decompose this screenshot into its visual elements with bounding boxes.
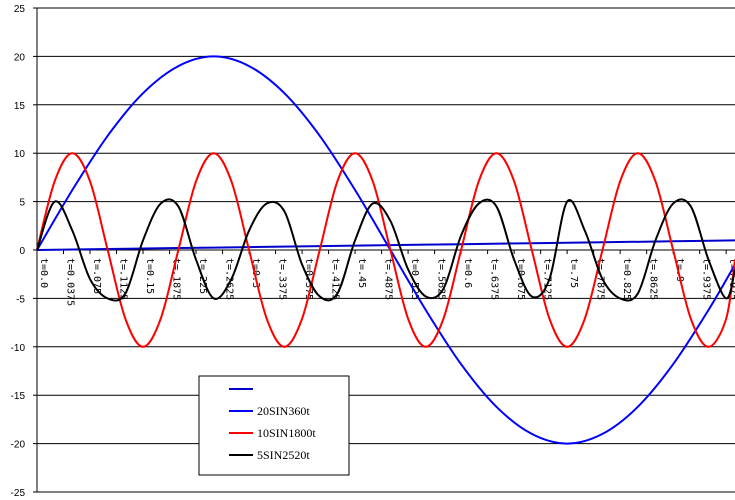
x-tick-label: t=.75 bbox=[568, 258, 579, 288]
series-line-3 bbox=[36, 198, 735, 302]
y-tick-label: 10 bbox=[14, 149, 26, 160]
x-tick-label: t=.1125 bbox=[118, 258, 129, 300]
y-tick-label: 25 bbox=[14, 4, 26, 15]
x-tick-label: t=.7875 bbox=[595, 258, 606, 300]
x-tick-label: t=.5625 bbox=[436, 258, 447, 300]
x-tick-label: t=.45 bbox=[356, 258, 367, 288]
x-tick-label: t=0.0 bbox=[38, 258, 49, 288]
y-tick-label: -5 bbox=[16, 294, 25, 305]
x-tick-label: t=0.6 bbox=[462, 258, 473, 288]
y-tick-label: -20 bbox=[11, 440, 26, 451]
x-axis: t=0.0 t=0.0375 t=.075 t=.1125 t=0.15 t=.1875 t… bbox=[36, 249, 735, 306]
x-tick-label: t=.9 bbox=[674, 258, 685, 282]
x-tick-label: t=0.525 bbox=[409, 258, 420, 300]
legend-label: 10SIN1800t bbox=[257, 426, 316, 440]
x-tick-label: t=0.975 bbox=[727, 258, 735, 300]
series-line-0 bbox=[36, 239, 735, 251]
x-tick-label: t=.4875 bbox=[383, 258, 394, 300]
series-lines bbox=[36, 55, 735, 445]
x-tick-label: t=0.15 bbox=[144, 258, 155, 294]
y-tick-label: 20 bbox=[14, 52, 26, 63]
x-tick-label: t=.3375 bbox=[277, 258, 288, 300]
legend-label: 5SIN2520t bbox=[257, 448, 310, 462]
y-tick-label: 5 bbox=[19, 198, 25, 209]
y-tick-label: -10 bbox=[11, 343, 26, 354]
x-tick-label: t=.6375 bbox=[489, 258, 500, 300]
x-tick-label: t=.2625 bbox=[224, 258, 235, 300]
x-tick-label: t=.7125 bbox=[542, 258, 553, 300]
series-line-2 bbox=[36, 152, 735, 348]
legend-box bbox=[198, 375, 350, 476]
legend-label: 20SIN360t bbox=[257, 404, 310, 418]
x-tick-label: t=0.0375 bbox=[65, 258, 76, 306]
x-tick-label: t=.8625 bbox=[648, 258, 659, 300]
x-tick-label: t=.075 bbox=[91, 258, 102, 294]
y-tick-label: -25 bbox=[11, 488, 26, 499]
x-tick-label: t=.1875 bbox=[171, 258, 182, 300]
y-tick-label: 15 bbox=[14, 101, 26, 112]
x-tick-label: t=.9375 bbox=[701, 258, 712, 300]
x-tick-label: t=0.825 bbox=[621, 258, 632, 300]
y-tick-label: -15 bbox=[11, 391, 26, 402]
legend: 20SIN360t 10SIN1800t 5SIN2520t bbox=[198, 375, 350, 476]
x-tick-label: t=.4125 bbox=[330, 258, 341, 300]
y-tick-label: 0 bbox=[19, 246, 25, 257]
y-axis: 25 20 15 10 5 0 -5 -10 -15 -20 -25 bbox=[11, 4, 38, 499]
